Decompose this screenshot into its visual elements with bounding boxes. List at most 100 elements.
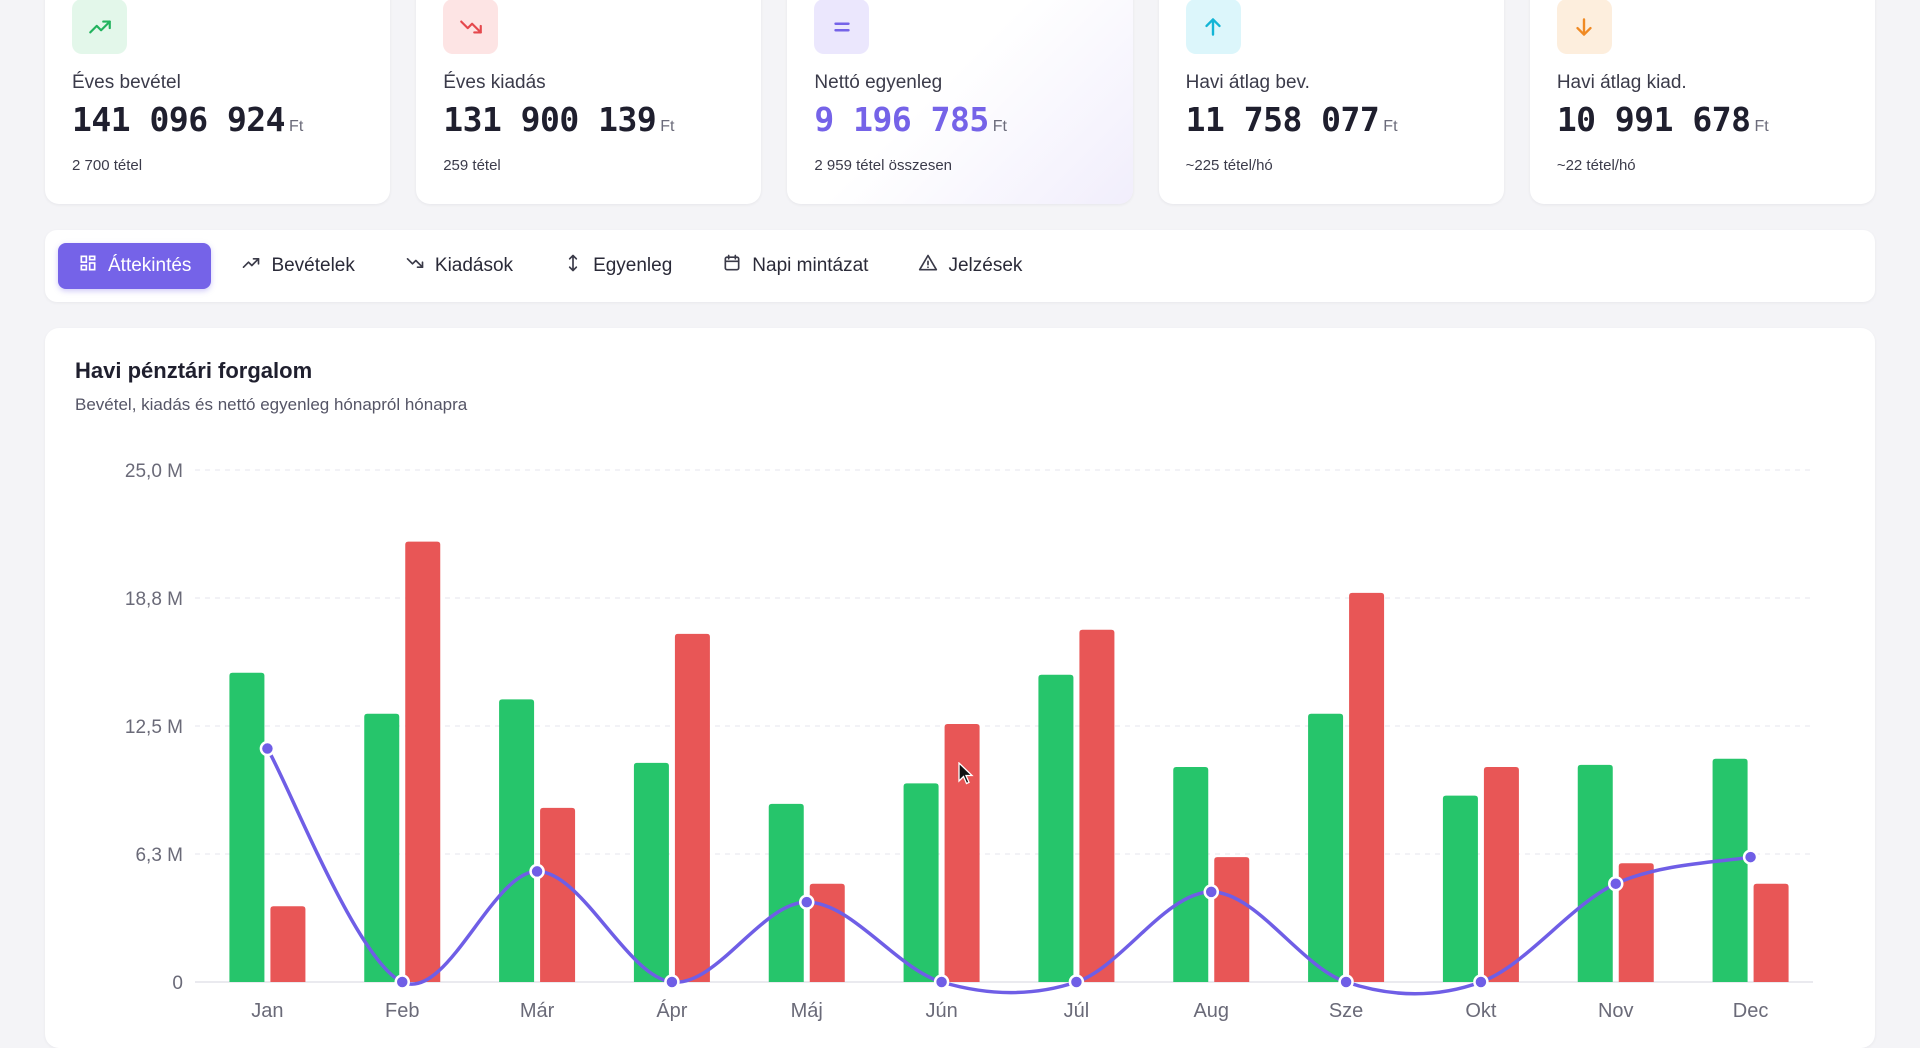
income-bar: [903, 783, 939, 982]
expense-bar: [1214, 857, 1250, 982]
net-balance-point: [394, 974, 410, 990]
x-tick-label: Dec: [1733, 1000, 1769, 1022]
trend-up-icon: [243, 258, 260, 268]
expense-bar: [674, 633, 710, 982]
chart-panel: Havi pénztári forgalom Bevétel, kiadás é…: [45, 328, 1875, 1048]
card-subtext: 2 959 tétel összesen: [814, 157, 952, 174]
expense-bar: [1483, 766, 1519, 982]
warning-icon: [919, 254, 938, 271]
expense-bar: [944, 723, 980, 982]
tab-label: Áttekintés: [108, 255, 192, 276]
up-down-arrows-icon: [568, 254, 578, 272]
card-subtext: ~225 tétel/hó: [1185, 157, 1273, 174]
net-balance-point: [1338, 974, 1354, 990]
tab-bar: Áttekintés Bevételek Kiadások Egyenleg N…: [45, 230, 1875, 302]
income-bar: [768, 803, 804, 982]
card-value: 131 900 139 Ft: [443, 100, 675, 139]
income-bar: [1173, 766, 1209, 982]
y-tick-label: 18,8 M: [125, 589, 183, 610]
income-bar: [1038, 674, 1074, 982]
x-tick-label: Jan: [251, 1000, 283, 1022]
net-balance-line: [265, 746, 1753, 996]
card-icon: [1556, 0, 1612, 54]
net-balance-point: [1742, 849, 1759, 865]
card-value: 10 991 678 Ft: [1556, 100, 1769, 139]
card-subtext: 259 tétel: [443, 157, 501, 174]
income-bar: [364, 713, 400, 982]
card-value: 9 196 785 Ft: [814, 100, 1007, 139]
card-annual-expense: Éves kiadás 131 900 139 Ft 259 tétel: [416, 0, 762, 204]
arrow-down-icon: [1576, 17, 1593, 36]
panel-subtitle: Bevétel, kiadás és nettó egyenleg hónapr…: [75, 395, 468, 414]
tab-overview[interactable]: Áttekintés: [58, 243, 212, 289]
net-balance-point: [259, 740, 276, 757]
income-bar: [1308, 713, 1344, 982]
card-icon: [72, 0, 127, 54]
income-bar: [229, 672, 265, 982]
card-icon: [814, 0, 870, 54]
x-tick-label: Máj: [791, 1000, 823, 1022]
net-balance-point: [1473, 974, 1489, 990]
card-icon: [443, 0, 499, 54]
card-value: 141 096 924 Ft: [72, 100, 304, 139]
card-subtext: 2 700 tétel: [72, 157, 143, 174]
net-balance-point: [1608, 875, 1624, 892]
x-tick-label: Nov: [1598, 1000, 1634, 1022]
tab-balance[interactable]: Egyenleg: [543, 243, 692, 289]
card-value: 11 758 077 Ft: [1185, 100, 1398, 139]
panel-title: Havi pénztári forgalom: [75, 358, 313, 383]
cashflow-chart: 0 6,3 M 12,5 M 18,8 M 25,0 M Jan Feb Már Ápr Máj J…: [125, 461, 1813, 1022]
tab-label: Jelzések: [948, 255, 1023, 276]
expense-bar: [270, 906, 306, 982]
mouse-cursor-icon: [958, 762, 974, 785]
calendar-icon: [724, 254, 740, 271]
tab-income[interactable]: Bevételek: [221, 243, 374, 289]
net-balance-point: [933, 974, 950, 990]
x-tick-label: Már: [520, 1000, 555, 1022]
tab-expenses[interactable]: Kiadások: [385, 243, 533, 289]
y-tick-label: 0: [172, 973, 183, 994]
income-bar: [1712, 758, 1748, 982]
tab-label: Bevételek: [271, 255, 355, 276]
tab-label: Napi mintázat: [752, 255, 869, 276]
card-net-balance: Nettó egyenleg 9 196 785 Ft 2 959 tétel ö…: [787, 0, 1133, 204]
card-monthly-avg-income: Havi átlag bev. 11 758 077 Ft ~225 tétel/…: [1158, 0, 1504, 204]
equals-icon: [834, 22, 850, 31]
income-bar: [1442, 795, 1478, 982]
net-balance-point: [529, 863, 545, 880]
x-tick-label: Feb: [385, 1000, 419, 1022]
x-tick-label: Júl: [1064, 1000, 1090, 1022]
trend-down-icon: [459, 20, 482, 33]
expense-bar: [1753, 883, 1789, 982]
x-tick-label: Ápr: [656, 999, 687, 1022]
grid-icon: [80, 255, 96, 271]
x-tick-label: Sze: [1329, 1000, 1363, 1022]
x-tick-label: Jún: [925, 1000, 957, 1022]
expense-bar: [1079, 629, 1115, 982]
y-tick-label: 12,5 M: [125, 717, 183, 738]
net-balance-point: [664, 974, 680, 990]
card-label: Éves kiadás: [443, 72, 546, 93]
card-subtext: ~22 tétel/hó: [1556, 157, 1636, 174]
tab-daily-pattern[interactable]: Napi mintázat: [702, 243, 888, 289]
tab-alerts[interactable]: Jelzések: [898, 243, 1042, 289]
net-balance-point: [1068, 974, 1085, 990]
card-label: Havi átlag kiad.: [1556, 72, 1687, 93]
card-annual-income: Éves bevétel 141 096 924 Ft 2 700 tétel: [45, 0, 391, 204]
tab-label: Kiadások: [434, 255, 514, 276]
arrow-up-icon: [1205, 17, 1221, 36]
card-label: Nettó egyenleg: [814, 72, 943, 93]
trend-down-icon: [406, 258, 424, 268]
income-bar: [1577, 764, 1613, 982]
income-bar: [633, 762, 669, 982]
tab-label: Egyenleg: [593, 255, 673, 276]
card-monthly-avg-expense: Havi átlag kiad. 10 991 678 Ft ~22 tétel/…: [1529, 0, 1876, 204]
y-tick-label: 25,0 M: [125, 461, 183, 482]
expense-bar: [540, 807, 576, 982]
expense-bar: [1618, 863, 1654, 982]
card-label: Éves bevétel: [72, 72, 181, 93]
y-tick-label: 6,3 M: [135, 845, 183, 866]
summary-cards: Éves bevétel 141 096 924 Ft 2 700 tétel É…: [45, 0, 1876, 204]
income-bar: [499, 699, 535, 982]
card-icon: [1185, 0, 1241, 54]
